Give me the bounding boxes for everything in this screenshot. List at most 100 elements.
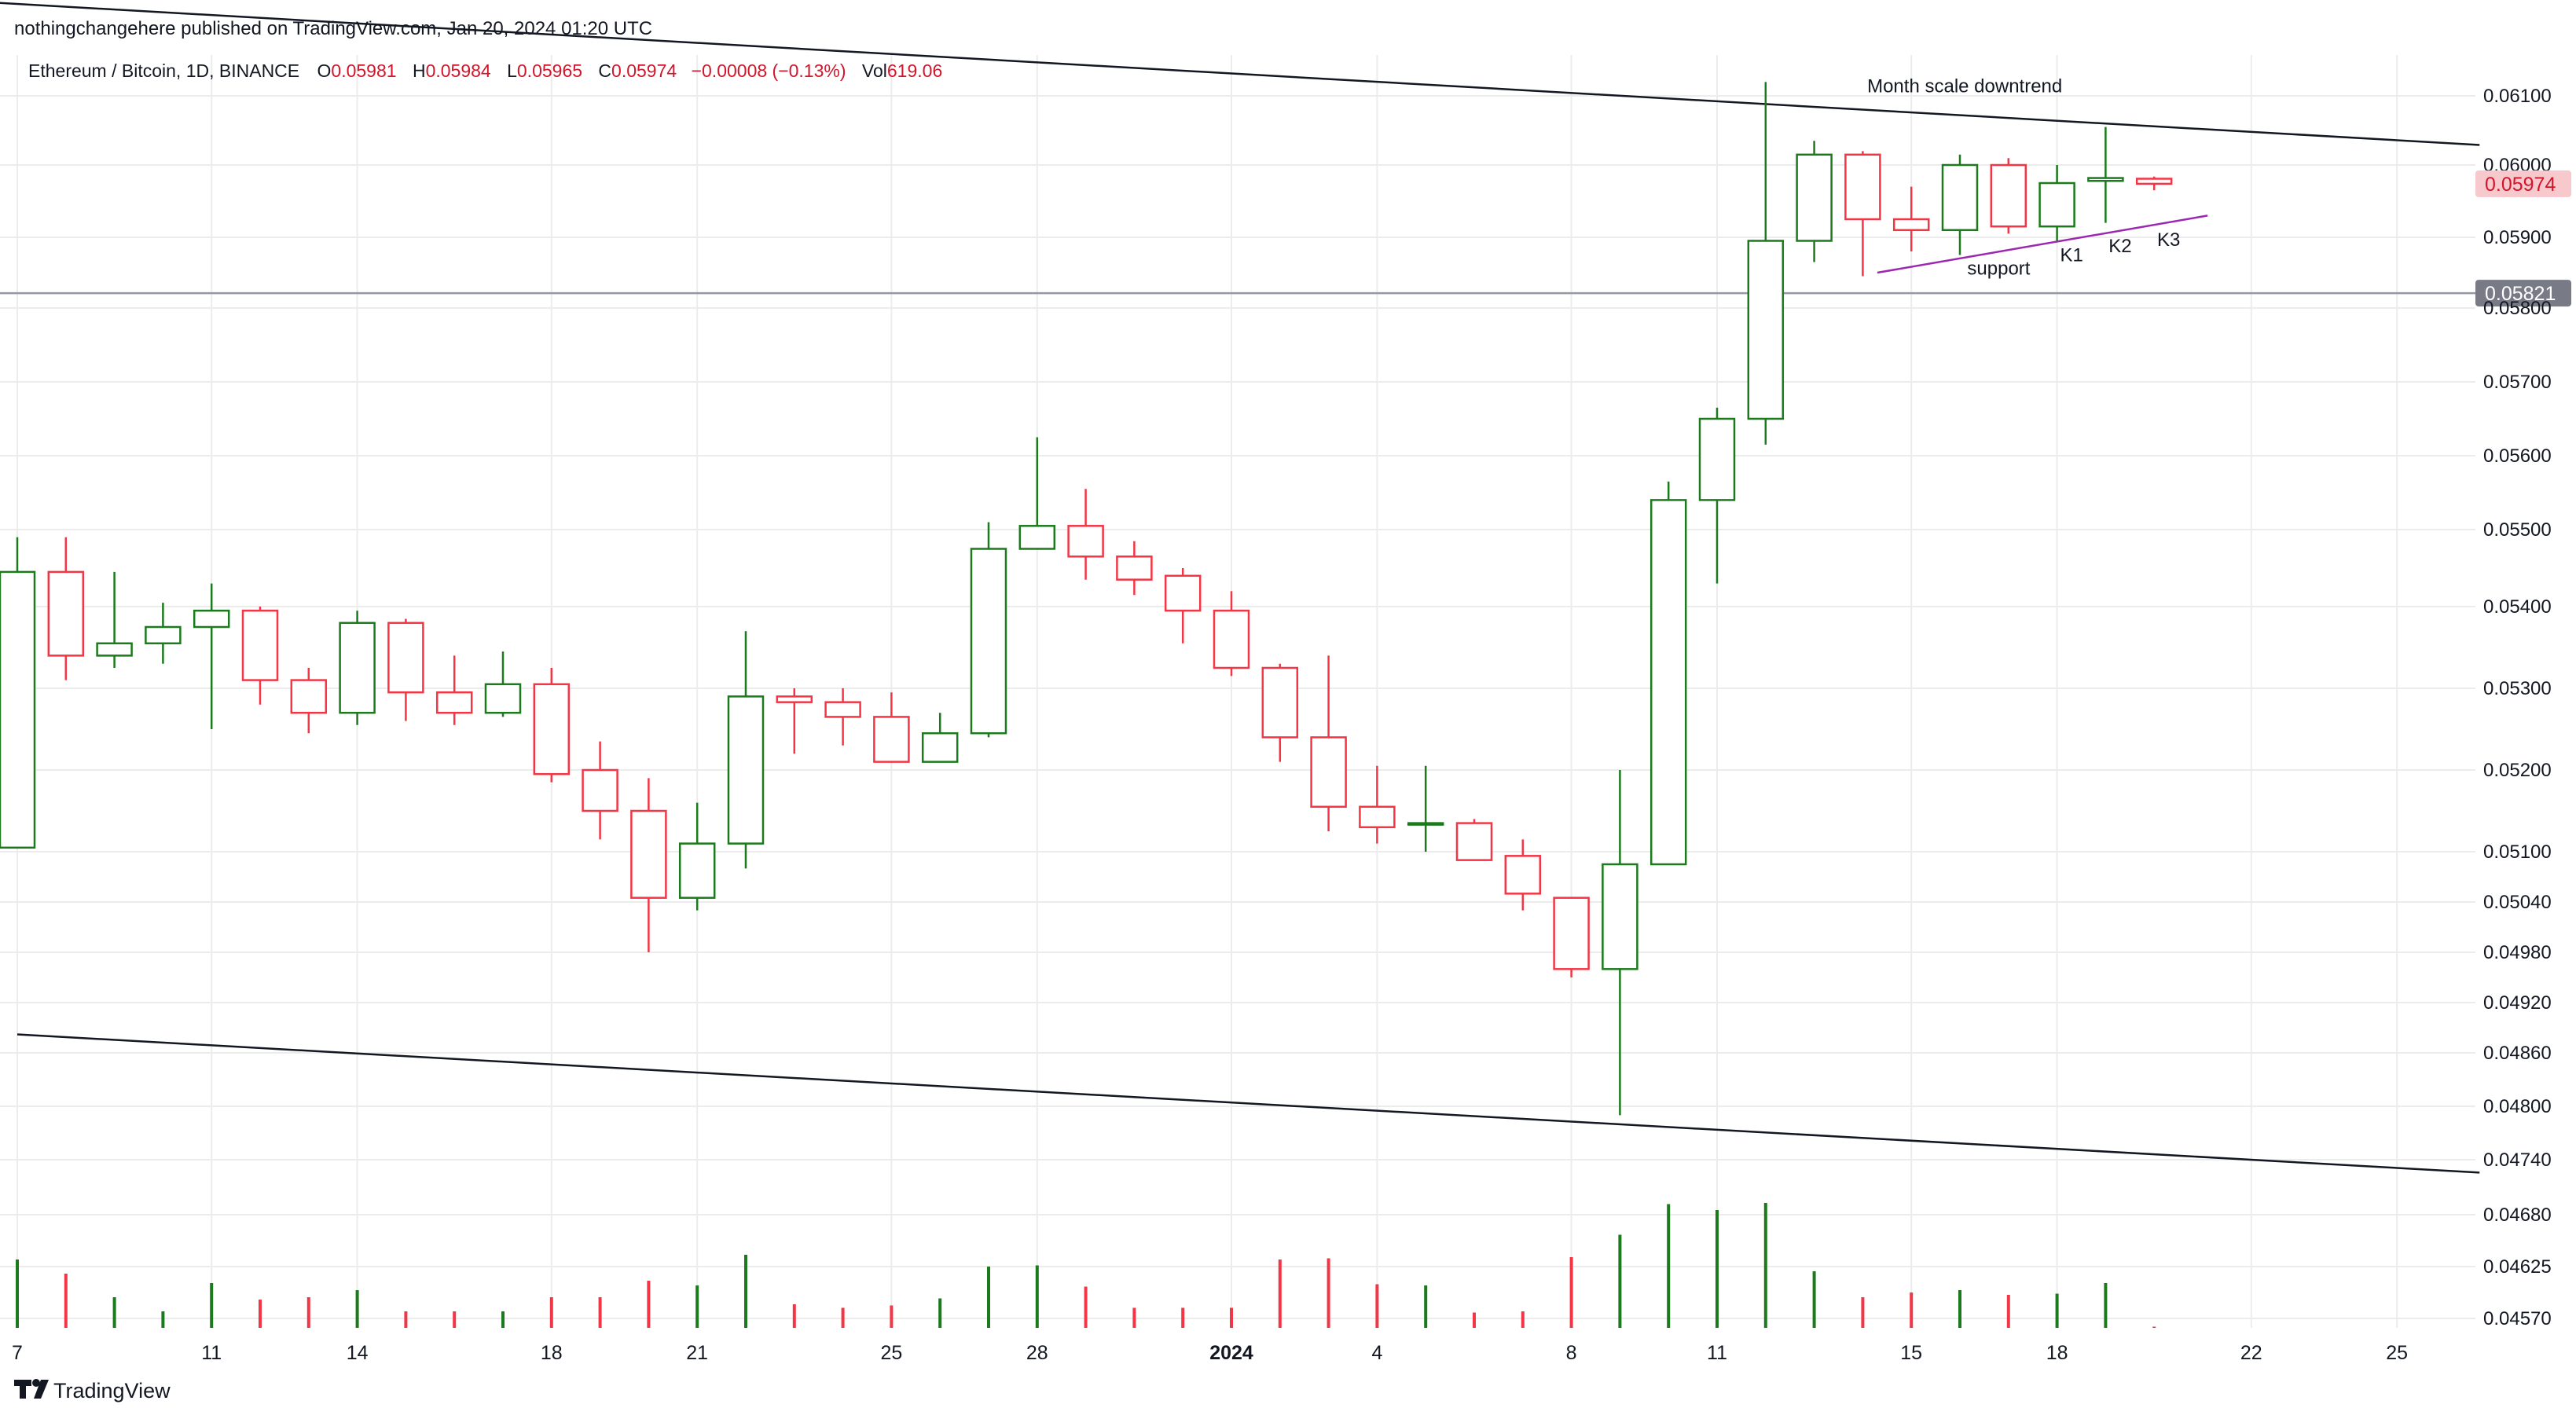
price-tick-label: 0.04570: [2483, 1308, 2552, 1329]
volume-bar: [453, 1311, 457, 1328]
price-tick-label: 0.04625: [2483, 1256, 2552, 1278]
last-price-badge: [2475, 170, 2571, 197]
candle[interactable]: [2038, 165, 2075, 241]
candle[interactable]: [1747, 82, 1785, 445]
candlesticks: [0, 82, 2173, 1116]
candle[interactable]: [96, 571, 133, 668]
candle[interactable]: [1796, 141, 1833, 262]
candle-body: [727, 695, 765, 845]
candle-body: [533, 683, 571, 776]
candle-body: [678, 842, 716, 899]
candle-body: [1698, 417, 1736, 501]
volume-bar: [598, 1297, 602, 1328]
time-tick-label: 25: [2386, 1342, 2408, 1364]
candle[interactable]: [47, 537, 85, 680]
lower-channel-line[interactable]: [17, 1033, 2480, 1174]
price-tick-label: 0.04920: [2483, 992, 2552, 1014]
candle[interactable]: [1213, 591, 1250, 676]
price-tick-label: 0.05600: [2483, 446, 2552, 467]
volume-bar: [1715, 1210, 1719, 1328]
candle[interactable]: [1164, 568, 1202, 644]
candle[interactable]: [1359, 765, 1396, 844]
volume-bar: [1035, 1265, 1039, 1328]
candle[interactable]: [1310, 655, 1347, 831]
candle[interactable]: [824, 688, 861, 746]
symbol-title: Ethereum / Bitcoin, 1D, BINANCE: [28, 60, 299, 81]
candle-body: [193, 609, 230, 629]
k3-label: K3: [2157, 229, 2180, 251]
candle[interactable]: [1602, 770, 1638, 1116]
candle-body: [970, 548, 1007, 735]
price-tick-label: 0.05200: [2483, 760, 2552, 781]
candle-body: [873, 716, 910, 763]
candle-body: [1649, 499, 1687, 866]
price-tick-label: 0.05800: [2483, 298, 2552, 319]
candle[interactable]: [1455, 819, 1493, 861]
candle[interactable]: [776, 688, 813, 754]
candle[interactable]: [1018, 437, 1056, 550]
candle[interactable]: [1116, 541, 1153, 596]
volume-bar: [549, 1297, 553, 1328]
candle[interactable]: [1941, 154, 1979, 255]
candle[interactable]: [970, 522, 1007, 738]
candle[interactable]: [873, 692, 910, 763]
volume-bar: [1667, 1204, 1671, 1328]
time-tick-label: 4: [1371, 1342, 1382, 1364]
upper-downtrend-line[interactable]: [0, 0, 2480, 146]
candle-body: [1455, 822, 1493, 861]
candle[interactable]: [921, 713, 959, 763]
volume-bar: [2055, 1293, 2059, 1328]
volume-bar: [306, 1297, 310, 1328]
candle[interactable]: [630, 778, 667, 952]
candle[interactable]: [582, 741, 618, 840]
candle-body: [1892, 218, 1930, 232]
candle-body: [1164, 574, 1202, 612]
price-axis: 0.061000.060000.059000.058000.057000.056…: [2475, 86, 2571, 1329]
candle-body: [435, 691, 473, 714]
candle-body: [1990, 163, 2027, 228]
time-tick-label: 18: [2046, 1342, 2068, 1364]
candle-body: [1018, 525, 1056, 550]
price-tick-label: 0.05100: [2483, 842, 2552, 863]
candle[interactable]: [241, 607, 279, 705]
volume-bar: [1763, 1203, 1767, 1328]
candle[interactable]: [339, 610, 376, 725]
candle[interactable]: [2087, 126, 2124, 223]
candle[interactable]: [193, 583, 230, 729]
price-tick-label: 0.05500: [2483, 519, 2552, 541]
candle[interactable]: [727, 631, 765, 869]
candle[interactable]: [290, 668, 328, 734]
candle[interactable]: [1649, 481, 1687, 866]
candle[interactable]: [387, 618, 424, 721]
candle-body: [387, 622, 424, 694]
volume-bar: [890, 1305, 894, 1328]
candle-body: [1796, 153, 1833, 242]
volume-bar: [404, 1311, 408, 1328]
support-line[interactable]: [1877, 214, 2208, 274]
candle[interactable]: [1553, 896, 1590, 977]
candle[interactable]: [1698, 407, 1736, 584]
candle[interactable]: [145, 603, 182, 664]
tradingview-logo-icon: [14, 1379, 49, 1399]
candle[interactable]: [1504, 839, 1542, 911]
volume-bar: [695, 1285, 699, 1328]
candle[interactable]: [1892, 186, 1930, 251]
volume-bar: [355, 1290, 359, 1328]
candle[interactable]: [1261, 663, 1299, 762]
candle[interactable]: [484, 651, 522, 717]
candle[interactable]: [678, 802, 716, 911]
candle[interactable]: [1844, 151, 1881, 277]
k1-label: K1: [2060, 245, 2082, 266]
candle[interactable]: [533, 668, 571, 783]
candle[interactable]: [2135, 176, 2173, 191]
candle[interactable]: [1990, 158, 2027, 234]
candle[interactable]: [0, 537, 36, 849]
candle-body: [145, 625, 182, 645]
horizontal-level: 0.05821: [0, 280, 2571, 307]
candle[interactable]: [1407, 765, 1444, 852]
candle[interactable]: [435, 655, 473, 725]
candle[interactable]: [1067, 489, 1104, 580]
tradingview-logo[interactable]: TradingView: [14, 1379, 171, 1402]
